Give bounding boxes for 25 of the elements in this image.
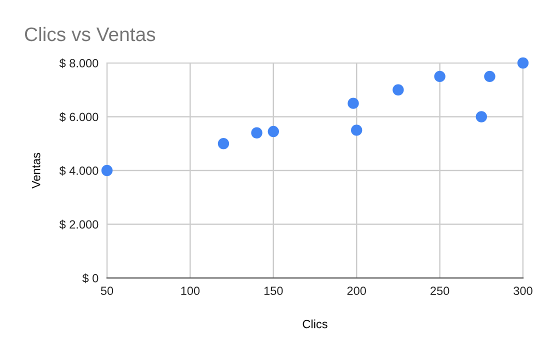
x-tick-label: 100: [181, 286, 200, 296]
y-tick-label: $ 2.000: [59, 220, 98, 230]
y-axis-title: Ventas: [32, 152, 40, 188]
point: [517, 57, 529, 69]
point: [348, 98, 359, 109]
point: [476, 111, 488, 122]
point: [392, 84, 404, 96]
point: [101, 164, 113, 176]
x-axis-title: Clics: [302, 320, 328, 328]
x-tick-label: 50: [100, 286, 114, 296]
y-tick-label: $ 6.000: [59, 112, 98, 122]
x-tick-label: 200: [347, 286, 366, 296]
point: [268, 126, 280, 138]
point: [434, 70, 446, 82]
x-tick-label: 300: [514, 286, 532, 296]
y-tick-label: $ 0: [82, 274, 98, 284]
point: [484, 70, 496, 82]
x-tick-label: 250: [430, 286, 450, 296]
chart-title: Clics vs Ventas: [24, 26, 156, 42]
y-tick-label: $ 8.000: [59, 58, 98, 68]
x-tick-label: 150: [264, 286, 283, 296]
point: [218, 138, 230, 150]
point: [251, 127, 262, 138]
y-tick-label: $ 4.000: [59, 166, 98, 176]
point: [350, 124, 362, 136]
